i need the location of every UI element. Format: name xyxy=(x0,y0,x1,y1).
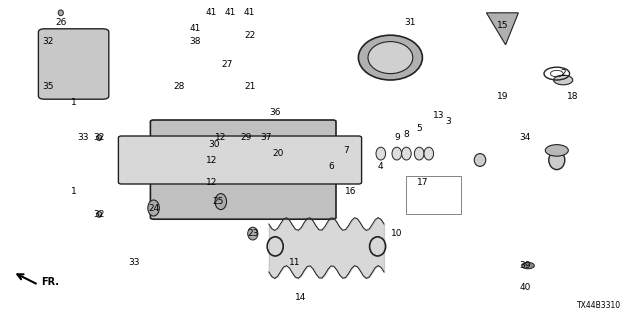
Text: 29: 29 xyxy=(241,133,252,142)
Text: 26: 26 xyxy=(55,18,67,27)
Text: 13: 13 xyxy=(433,111,444,120)
Ellipse shape xyxy=(97,39,102,44)
Text: 22: 22 xyxy=(244,31,255,40)
Ellipse shape xyxy=(248,227,258,240)
Text: 32: 32 xyxy=(93,133,105,142)
Ellipse shape xyxy=(474,154,486,166)
Ellipse shape xyxy=(392,147,402,160)
Text: 20: 20 xyxy=(273,149,284,158)
Text: 12: 12 xyxy=(205,156,217,164)
Text: 25: 25 xyxy=(212,197,223,206)
Text: 31: 31 xyxy=(404,18,415,27)
Circle shape xyxy=(545,145,568,156)
Text: 32: 32 xyxy=(42,37,54,46)
FancyBboxPatch shape xyxy=(150,120,336,219)
Circle shape xyxy=(40,82,56,91)
Bar xyxy=(269,19,442,141)
Text: 39: 39 xyxy=(519,261,531,270)
Text: 15: 15 xyxy=(497,21,508,30)
Text: 36: 36 xyxy=(269,108,281,116)
Text: FR.: FR. xyxy=(42,276,60,287)
Text: 4: 4 xyxy=(378,162,383,171)
Text: 7: 7 xyxy=(343,146,348,155)
Circle shape xyxy=(522,262,534,269)
Ellipse shape xyxy=(402,147,412,160)
Text: 17: 17 xyxy=(417,178,428,187)
Text: 23: 23 xyxy=(247,229,259,238)
Text: 40: 40 xyxy=(519,284,531,292)
Text: 41: 41 xyxy=(244,8,255,17)
Bar xyxy=(147,128,346,294)
Text: 32: 32 xyxy=(93,210,105,219)
Text: 8: 8 xyxy=(404,130,409,139)
Text: 12: 12 xyxy=(205,178,217,187)
Bar xyxy=(406,176,461,214)
Text: 37: 37 xyxy=(260,133,271,142)
Circle shape xyxy=(66,51,81,58)
Ellipse shape xyxy=(58,10,63,16)
Circle shape xyxy=(554,75,573,85)
Text: 19: 19 xyxy=(497,92,508,100)
Text: 10: 10 xyxy=(391,229,403,238)
Ellipse shape xyxy=(97,212,102,217)
Text: 5: 5 xyxy=(417,124,422,132)
Ellipse shape xyxy=(548,150,564,170)
Ellipse shape xyxy=(368,42,413,74)
Text: 12: 12 xyxy=(215,133,227,142)
Circle shape xyxy=(66,70,81,77)
Text: 6: 6 xyxy=(329,162,334,171)
Circle shape xyxy=(44,84,52,88)
Ellipse shape xyxy=(148,200,159,216)
Ellipse shape xyxy=(415,147,424,160)
Text: 30: 30 xyxy=(209,140,220,148)
Polygon shape xyxy=(486,13,518,45)
Ellipse shape xyxy=(424,147,434,160)
Text: 18: 18 xyxy=(567,92,579,100)
Text: 35: 35 xyxy=(42,82,54,91)
Ellipse shape xyxy=(358,35,422,80)
Text: 21: 21 xyxy=(244,82,255,91)
Text: 34: 34 xyxy=(519,133,531,142)
Text: 33: 33 xyxy=(77,133,89,142)
Ellipse shape xyxy=(215,194,227,210)
Text: TX44B3310: TX44B3310 xyxy=(577,301,621,310)
Text: 41: 41 xyxy=(225,8,236,17)
Text: 41: 41 xyxy=(189,24,201,33)
Ellipse shape xyxy=(376,147,385,160)
Bar xyxy=(378,96,499,224)
Text: 24: 24 xyxy=(148,204,159,212)
FancyBboxPatch shape xyxy=(38,29,109,99)
Text: 16: 16 xyxy=(345,188,356,196)
Text: 33: 33 xyxy=(129,258,140,267)
Text: 38: 38 xyxy=(189,37,201,46)
Text: 11: 11 xyxy=(289,258,300,267)
Circle shape xyxy=(326,157,337,163)
Text: 14: 14 xyxy=(295,293,307,302)
Text: 1: 1 xyxy=(71,98,76,107)
Text: 28: 28 xyxy=(173,82,185,91)
Text: 41: 41 xyxy=(205,8,217,17)
FancyBboxPatch shape xyxy=(118,136,362,184)
Text: 27: 27 xyxy=(221,60,233,68)
Text: 9: 9 xyxy=(394,133,399,142)
Text: 2: 2 xyxy=(561,69,566,78)
Text: 1: 1 xyxy=(71,188,76,196)
Text: 3: 3 xyxy=(445,117,451,126)
Ellipse shape xyxy=(97,135,102,140)
Ellipse shape xyxy=(339,149,352,165)
